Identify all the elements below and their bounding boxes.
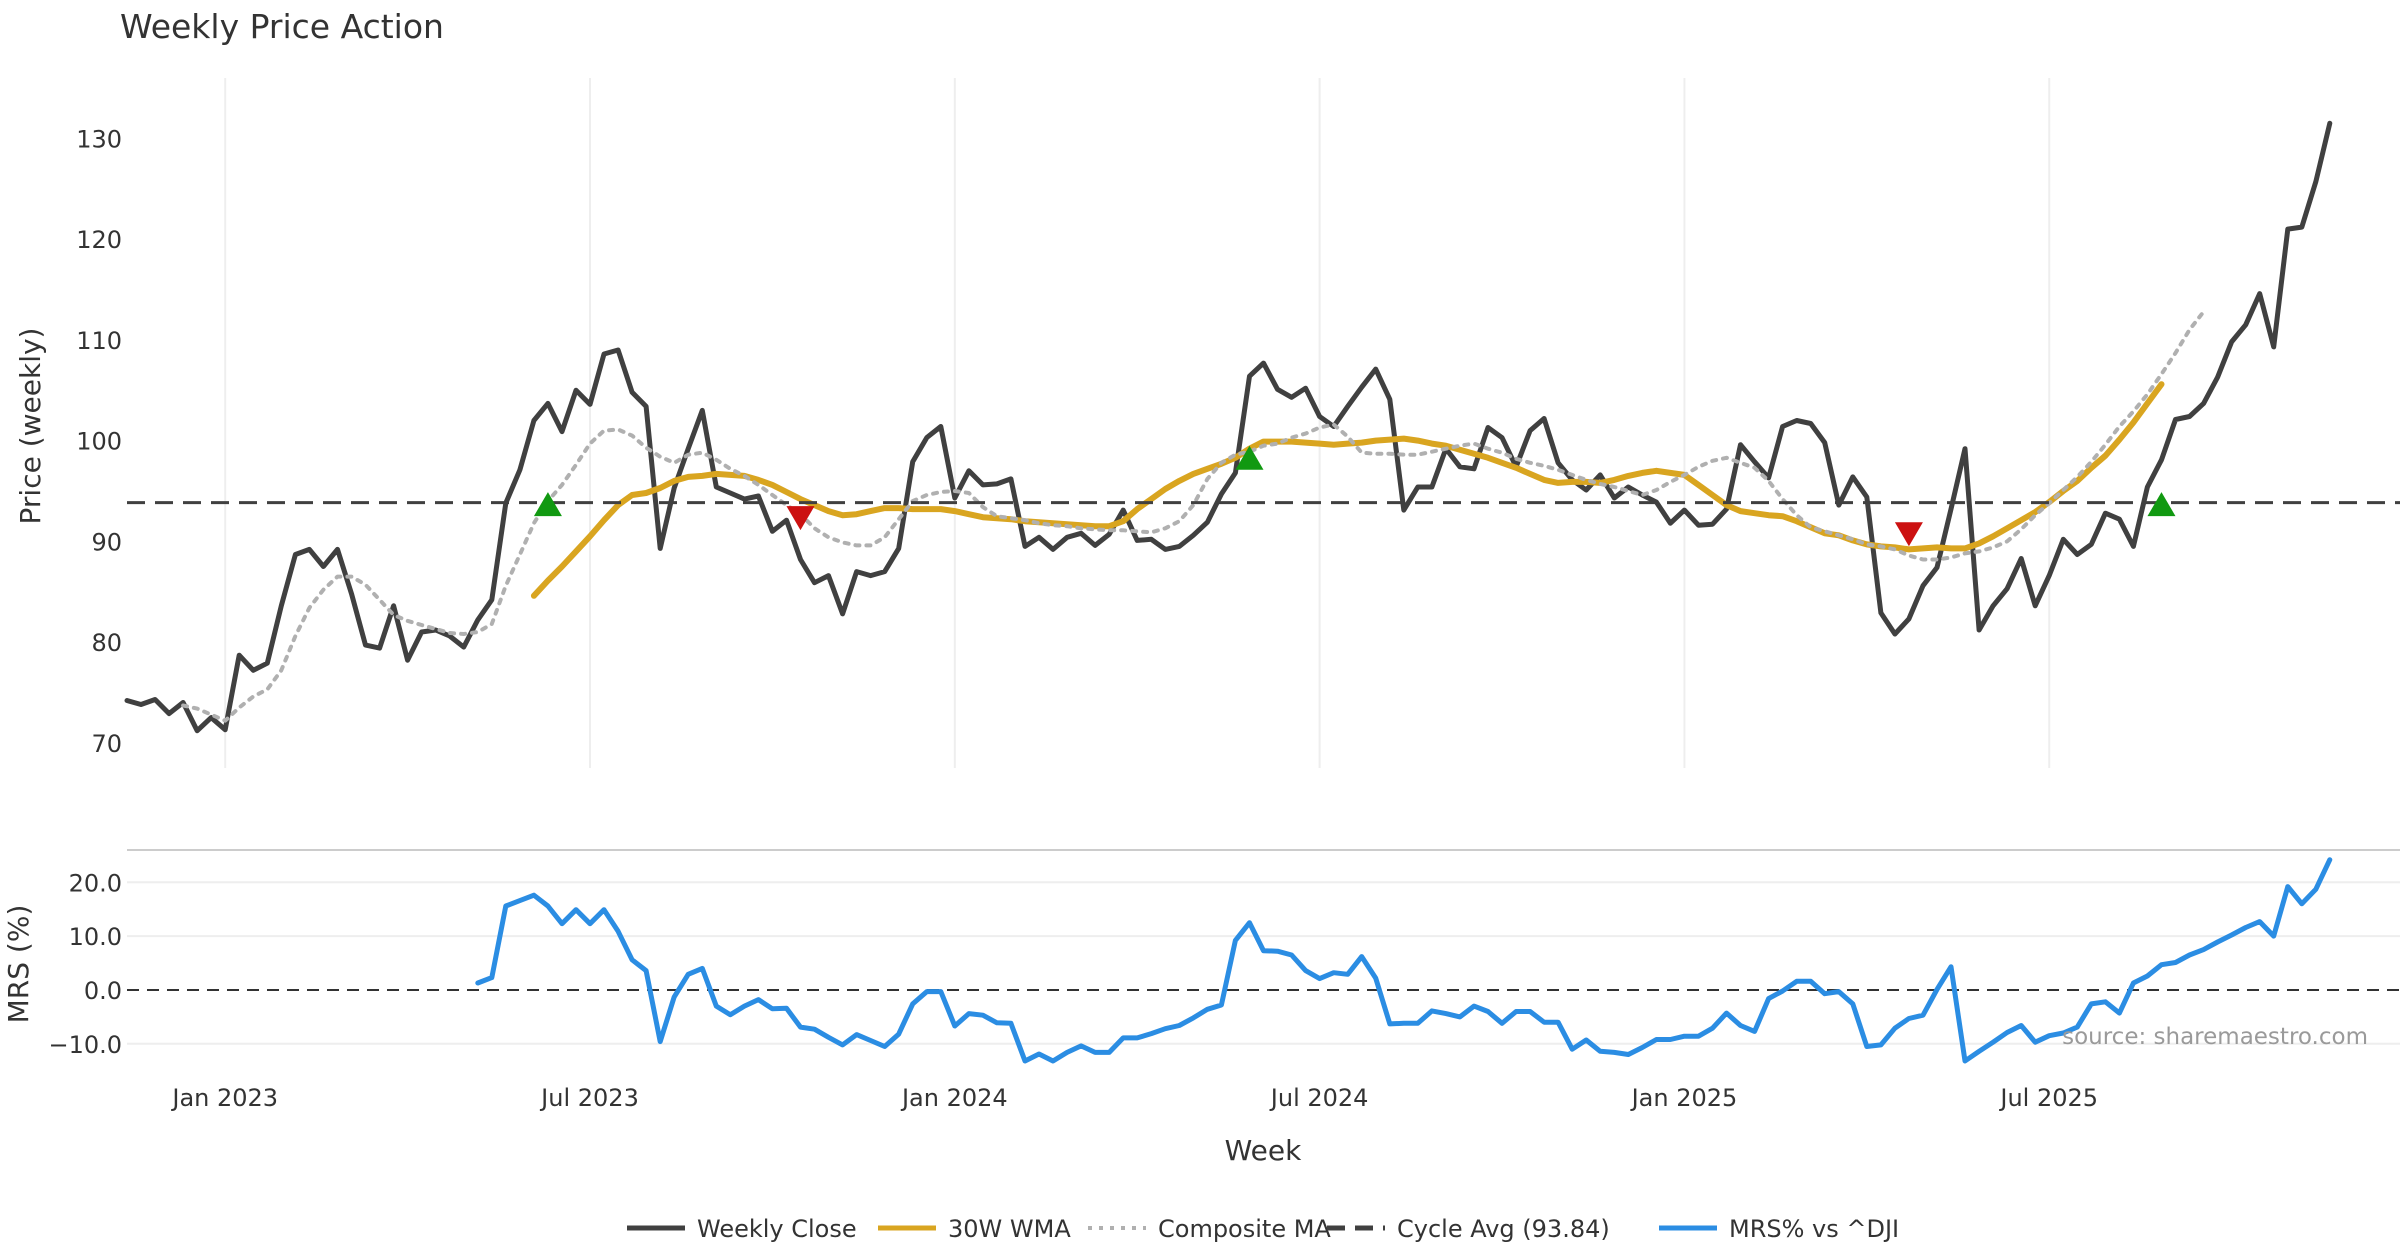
- mrs-y-tick-label: 20.0: [69, 869, 122, 897]
- price-signals: [533, 445, 2176, 547]
- price-y-tick-label: 130: [76, 125, 122, 153]
- mrs-y-tick-label: 10.0: [69, 923, 122, 951]
- legend-label: Composite MA: [1158, 1215, 1331, 1243]
- price-y-tick-label: 100: [76, 428, 122, 456]
- price-y-tick-label: 120: [76, 226, 122, 254]
- price-y-tick-label: 110: [76, 327, 122, 355]
- x-tick-label: Jan 2023: [170, 1084, 278, 1112]
- series-weekly-close-line: [124, 120, 2333, 734]
- price-y-tick-label: 70: [91, 730, 122, 758]
- buy-signal-marker-0: [533, 492, 562, 517]
- price-y-axis-label: Price (weekly): [14, 328, 47, 525]
- buy-signal-marker-4: [2147, 492, 2176, 517]
- mrs-panel: −10.0 0.0 10.0 20.0 MRS (%) source: sharema…: [2, 857, 2400, 1064]
- sell-signal-marker-1: [786, 506, 815, 531]
- price-y-ticks: 70 80 90 100 110 120 130: [76, 125, 122, 757]
- legend-label: 30W WMA: [948, 1215, 1071, 1243]
- mrs-grid: [127, 881, 2400, 1045]
- x-tick-label: Jan 2024: [900, 1084, 1008, 1112]
- legend-label: Cycle Avg (93.84): [1397, 1215, 1610, 1243]
- price-series: [124, 120, 2400, 734]
- series-composite-ma-line: [181, 309, 2206, 723]
- series-mrs-line: [475, 857, 2333, 1064]
- mrs-y-ticks: −10.0 0.0 10.0 20.0: [48, 869, 122, 1058]
- price-grid: [224, 78, 2051, 768]
- price-panel: 70 80 90 100 110 120 130 Price (weekly): [14, 78, 2400, 768]
- sell-signal-marker-3: [1894, 522, 1923, 547]
- x-tick-label: Jul 2023: [539, 1084, 639, 1112]
- mrs-series: [475, 857, 2333, 1064]
- chart-title: Weekly Price Action: [120, 7, 444, 46]
- legend-label: MRS% vs ^DJI: [1729, 1215, 1899, 1243]
- source-annotation: source: sharemaestro.com: [2062, 1024, 2368, 1050]
- price-y-tick-label: 80: [91, 629, 122, 657]
- x-ticks: Jan 2023 Jul 2023 Jan 2024 Jul 2024 Jan 2025…: [170, 1084, 2098, 1112]
- x-tick-label: Jan 2025: [1630, 1084, 1738, 1112]
- x-tick-label: Jul 2025: [1998, 1084, 2098, 1112]
- buy-signal-marker-2: [1235, 445, 1264, 470]
- x-axis-label: Week: [1225, 1134, 1302, 1167]
- mrs-y-axis-label: MRS (%): [2, 905, 35, 1024]
- price-y-tick-label: 90: [91, 528, 122, 556]
- mrs-y-tick-label: 0.0: [84, 977, 122, 1005]
- mrs-y-tick-label: −10.0: [48, 1031, 122, 1059]
- legend-label: Weekly Close: [697, 1215, 857, 1243]
- legend: Weekly Close 30W WMA Composite MA Cycle Avg…: [627, 1215, 1899, 1243]
- x-tick-label: Jul 2024: [1269, 1084, 1369, 1112]
